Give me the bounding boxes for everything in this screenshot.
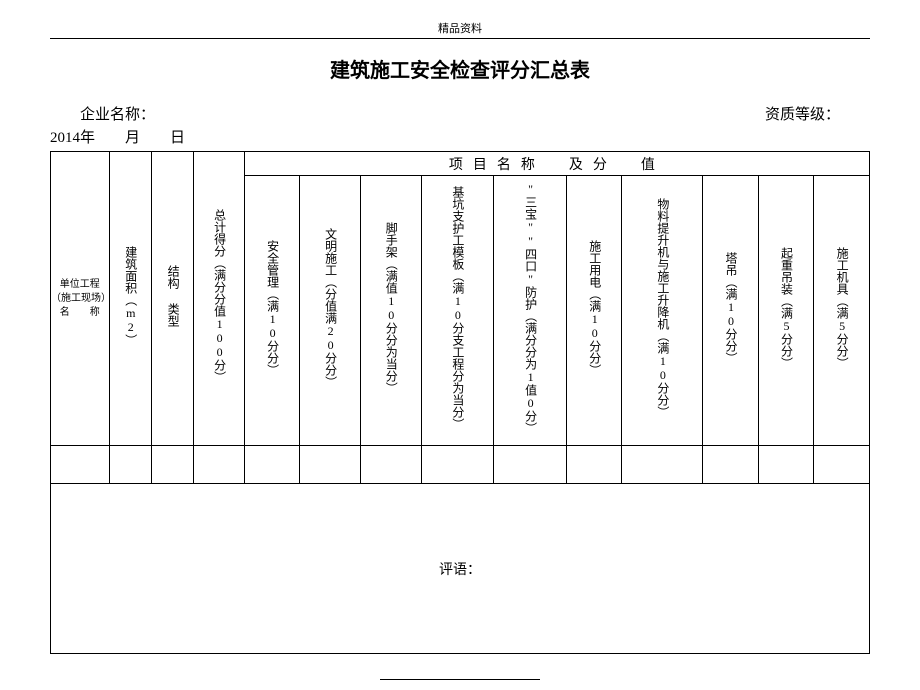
sub-col-0: 安全管理（满10分分） [244,176,300,446]
footer-rule [380,679,540,680]
comment-label: 评语： [439,563,481,578]
date-row: 2014年 月 日 [50,126,870,147]
cell-r1-c0 [51,446,110,484]
sub-col-2: 脚手架（满值10分分为当分） [360,176,421,446]
sub-col-2-label: 脚手架（满值10分分为当分） [383,216,398,400]
company-label: 企业名称： [50,103,155,124]
sub-col-3-label: 基坑支护工模板（满10分支工程分为当分） [450,180,465,436]
sub-col-7-label: 塔吊（满10分分） [723,246,738,370]
col-total-label: 总计得分（满分分值100分） [212,203,227,389]
cell-r1-c11 [703,446,759,484]
cell-r1-c10 [622,446,703,484]
col-structure-label: 结构 类型 [165,259,180,333]
cell-r1-c6 [360,446,421,484]
col-total: 总计得分（满分分值100分） [194,152,244,446]
rh-line2: （施工现场） [51,292,109,306]
cell-r1-c13 [814,446,870,484]
sub-col-6: 物料提升机与施工升降机（满10分分） [622,176,703,446]
sub-col-8: 起重吊装（满5分分） [758,176,814,446]
score-table: 单位工程 （施工现场） 名 称 建筑面积（m2） 结构 类型 总计得分（满分分值… [50,151,870,654]
header-row-1: 单位工程 （施工现场） 名 称 建筑面积（m2） 结构 类型 总计得分（满分分值… [51,152,870,176]
cell-r1-c1 [109,446,151,484]
cell-r1-c12 [758,446,814,484]
sub-col-9-label: 施工机具（满5分分） [834,241,849,375]
sub-col-8-label: 起重吊装（满5分分） [779,241,794,375]
col-area: 建筑面积（m2） [109,152,151,446]
sub-col-6-label: 物料提升机与施工升降机（满10分分） [655,192,670,424]
sub-col-4-label: "三宝""四口"防护（满分分为1值0分） [523,176,538,440]
sub-col-7: 塔吊（满10分分） [703,176,759,446]
rh-line1: 单位工程 [51,278,109,292]
sub-col-9: 施工机具（满5分分） [814,176,870,446]
col-area-label: 建筑面积（m2） [123,240,138,352]
cell-r1-c3 [194,446,244,484]
sub-col-0-label: 安全管理（满10分分） [265,234,280,382]
unit-project-header: 单位工程 （施工现场） 名 称 [51,152,110,446]
cell-r1-c5 [300,446,361,484]
rh-line3: 名 称 [51,306,109,320]
sub-col-4: "三宝""四口"防护（满分分为1值0分） [494,176,567,446]
header-small-text: 精品资料 [50,20,870,36]
col-structure: 结构 类型 [151,152,193,446]
cell-r1-c9 [566,446,622,484]
comment-cell: 评语： [51,484,870,654]
meta-row: 企业名称： 资质等级： [50,103,870,124]
document-title: 建筑施工安全检查评分汇总表 [50,54,870,83]
cell-r1-c8 [494,446,567,484]
group-header: 项目名称 及分 值 [244,152,869,176]
sub-col-5-label: 施工用电（满10分分） [587,234,602,382]
sub-col-5: 施工用电（满10分分） [566,176,622,446]
comment-row: 评语： [51,484,870,654]
sub-col-3: 基坑支护工模板（满10分支工程分为当分） [421,176,494,446]
qualification-label: 资质等级： [765,103,870,124]
cell-r1-c7 [421,446,494,484]
document-page: 精品资料 建筑施工安全检查评分汇总表 企业名称： 资质等级： 2014年 月 日… [0,0,920,690]
cell-r1-c4 [244,446,300,484]
header-rule [50,38,870,39]
data-row-1 [51,446,870,484]
sub-col-1: 文明施工（分值满20分分） [300,176,361,446]
cell-r1-c2 [151,446,193,484]
sub-col-1-label: 文明施工（分值满20分分） [323,222,338,394]
